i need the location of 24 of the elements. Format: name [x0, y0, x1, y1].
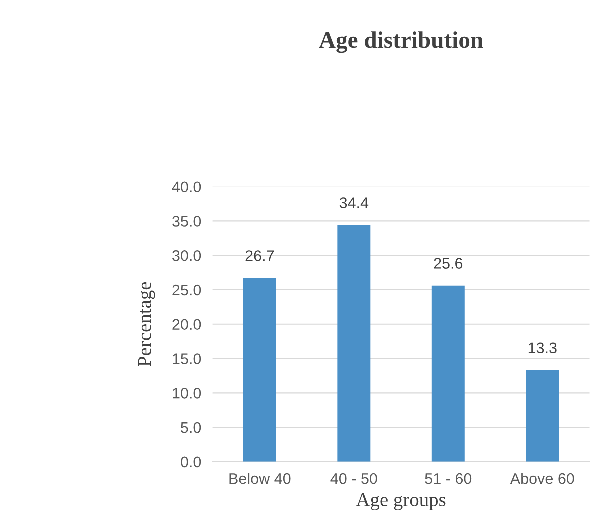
- data-label: 34.4: [340, 198, 369, 208]
- y-tick-label: 5.0: [181, 422, 202, 434]
- y-tick-label: 20.0: [172, 319, 202, 330]
- y-tick-label: 10.0: [173, 388, 202, 399]
- data-label: 25.6: [434, 258, 463, 269]
- bar: [243, 278, 276, 462]
- y-tick-label: 0.0: [181, 456, 202, 468]
- y-tick-label: 15.0: [173, 354, 202, 364]
- bar: [432, 286, 465, 462]
- y-axis-title: Percentage: [138, 282, 156, 366]
- y-tick-label: 40.0: [172, 182, 202, 193]
- y-tick-label: 25.0: [172, 284, 202, 296]
- data-label: 26.7: [246, 250, 274, 262]
- x-axis-title: Age groups: [356, 493, 446, 510]
- chart-title: Age distribution: [319, 32, 484, 54]
- bar: [526, 370, 560, 462]
- x-tick-label: 51 - 60: [425, 473, 472, 484]
- x-tick-label: Below 40: [230, 473, 291, 484]
- y-tick-label: 35.0: [172, 216, 202, 227]
- data-label: 13.3: [528, 342, 557, 354]
- y-tick-label: 30.0: [172, 250, 202, 262]
- x-tick-label: 40 - 50: [330, 473, 378, 484]
- x-tick-label: Above 60: [510, 473, 574, 484]
- bar: [338, 225, 371, 462]
